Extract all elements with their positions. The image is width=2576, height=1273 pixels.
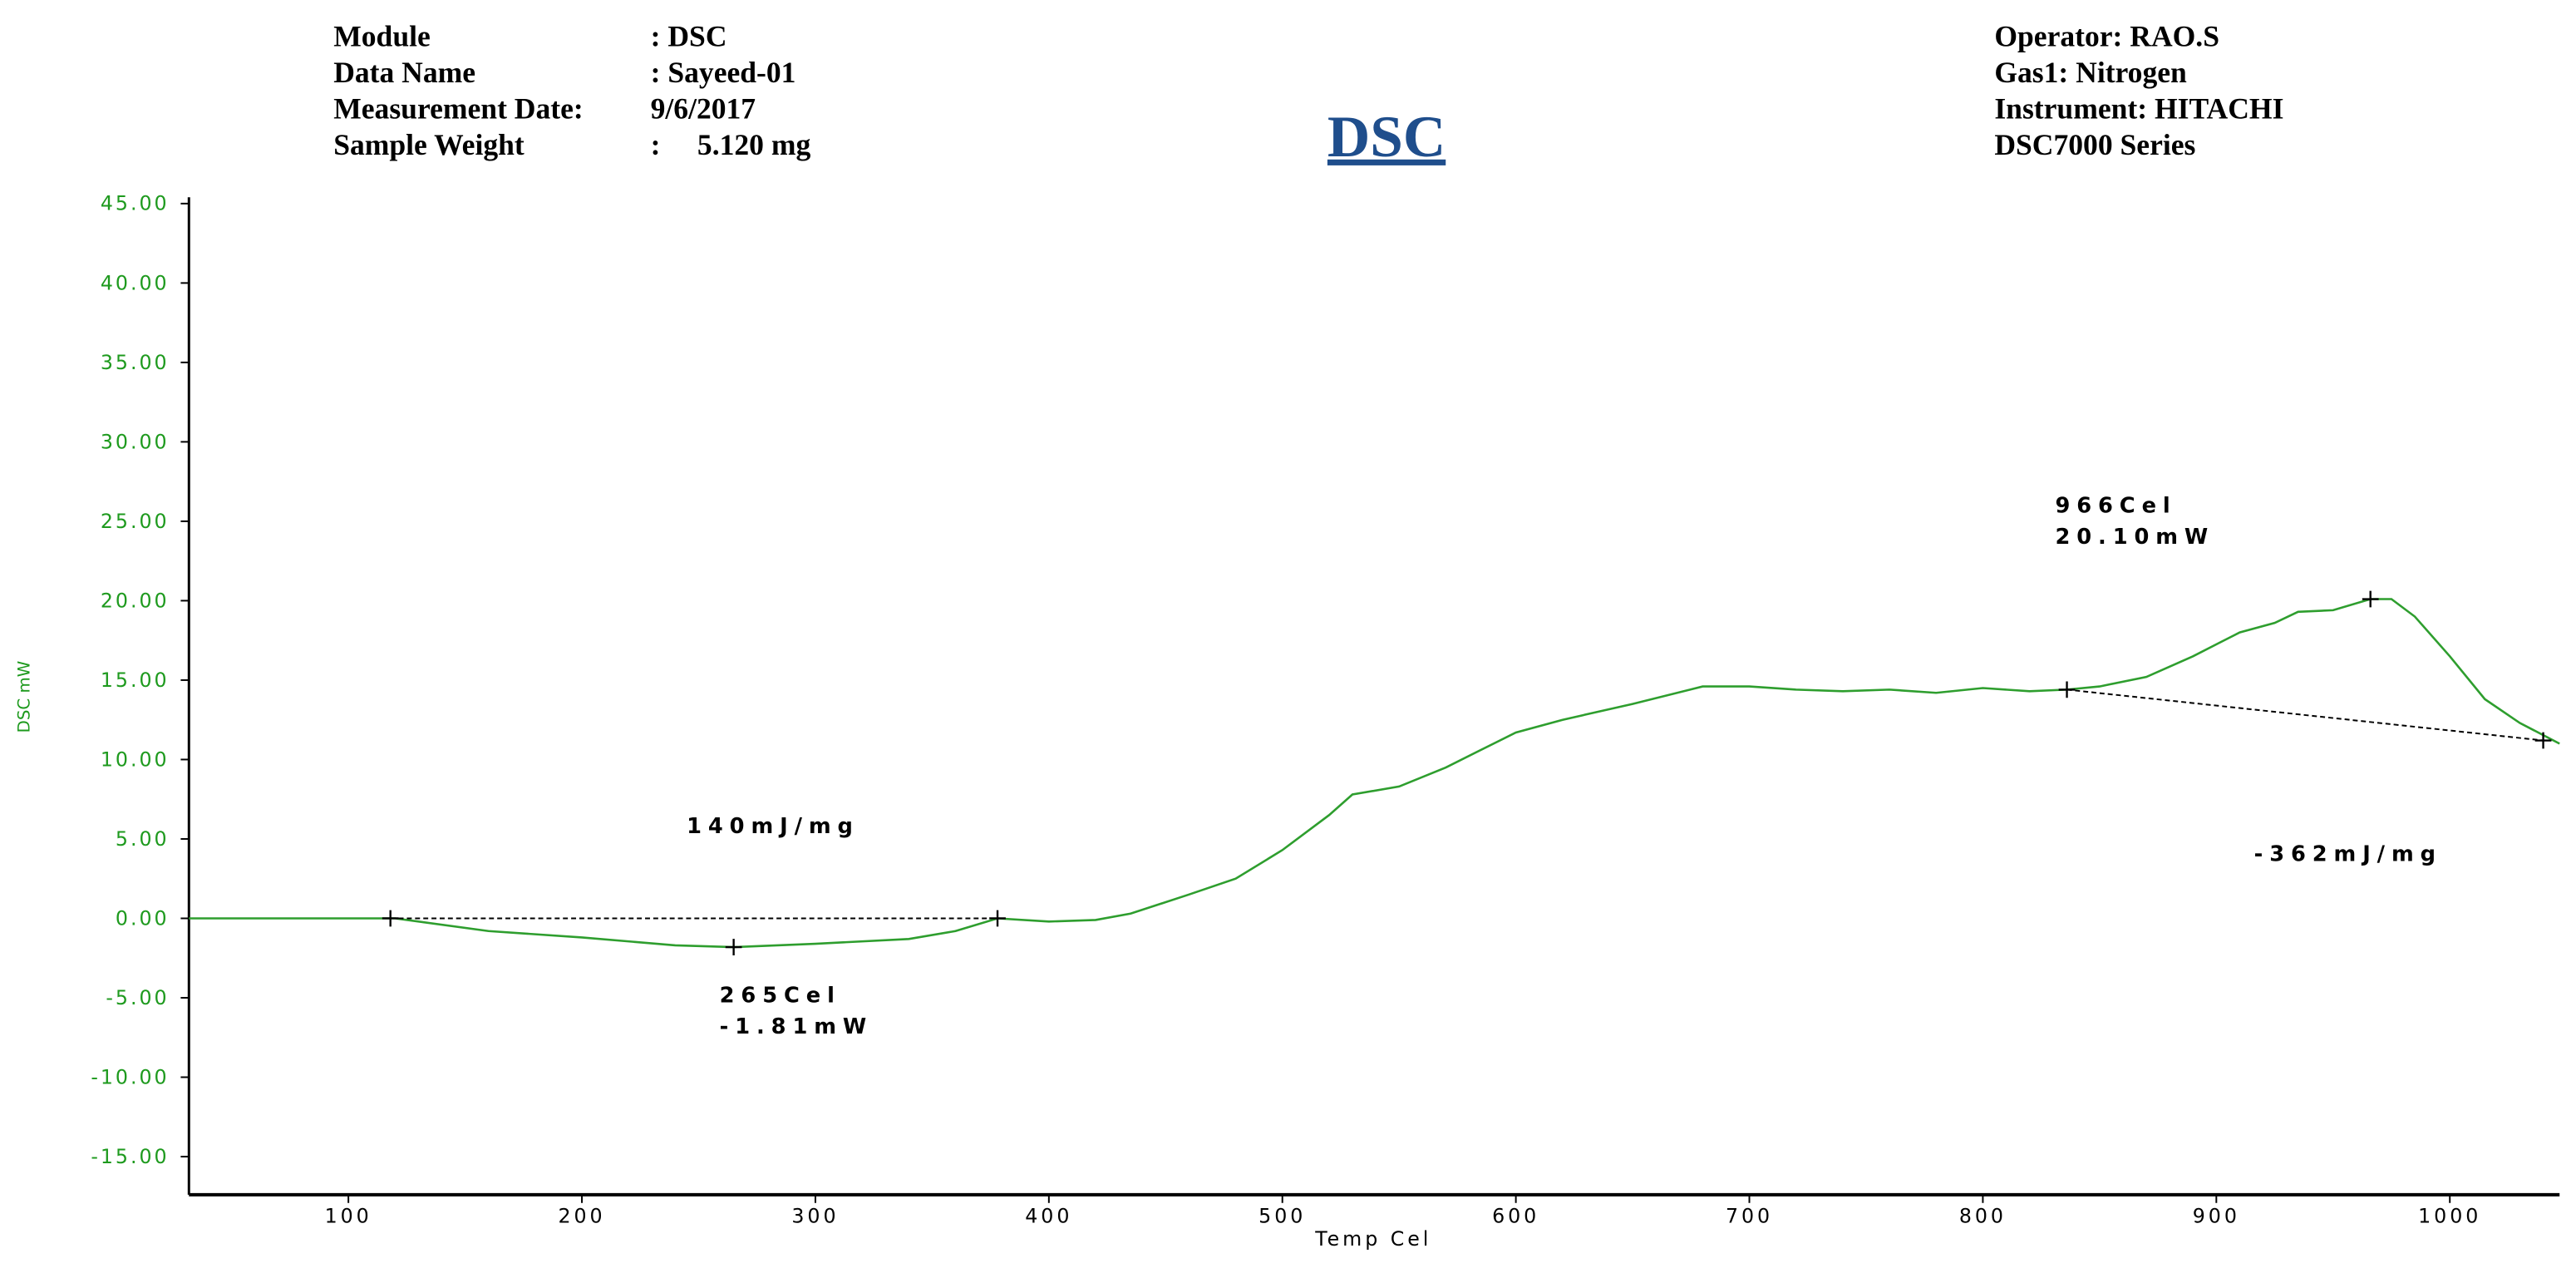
info-value: : DSC <box>651 19 727 52</box>
y-tick-label: 25.00 <box>101 510 170 533</box>
info-right: Instrument: HITACHI <box>1994 91 2283 125</box>
annotation: -362mJ/mg <box>2254 842 2442 867</box>
info-label: Data Name <box>333 56 475 89</box>
x-tick-label: 400 <box>1025 1204 1072 1227</box>
x-tick-label: 500 <box>1258 1204 1306 1227</box>
marker <box>725 939 742 955</box>
x-tick-label: 900 <box>2193 1204 2240 1227</box>
info-right: Gas1: Nitrogen <box>1994 56 2187 89</box>
x-tick-label: 700 <box>1726 1204 1773 1227</box>
info-value: : Sayeed-01 <box>651 56 796 89</box>
y-tick-label: 10.00 <box>101 748 170 771</box>
marker <box>2362 590 2379 608</box>
x-tick-label: 200 <box>558 1204 605 1227</box>
x-tick-label: 800 <box>1959 1204 2007 1227</box>
annotation: 966Cel <box>2055 494 2176 519</box>
y-tick-label: -15.00 <box>91 1145 169 1168</box>
dsc-curve <box>189 598 2560 949</box>
x-axis-label: Temp Cel <box>1314 1227 1431 1251</box>
info-label: Sample Weight <box>333 128 525 161</box>
chart-title: DSC <box>1327 105 1446 170</box>
y-tick-label: 30.00 <box>101 430 170 453</box>
x-tick-label: 300 <box>791 1204 839 1227</box>
info-value: 9/6/2017 <box>651 91 756 125</box>
y-axis-label: DSC mW <box>15 661 34 733</box>
y-tick-label: 35.00 <box>101 351 170 374</box>
info-right: DSC7000 Series <box>1994 128 2195 161</box>
info-value: : 5.120 mg <box>651 128 811 161</box>
x-tick-label: 1000 <box>2418 1204 2481 1227</box>
marker <box>2058 681 2076 698</box>
info-label: Measurement Date: <box>333 91 584 125</box>
marker <box>382 910 399 927</box>
info-label: Module <box>333 19 431 52</box>
y-tick-label: -10.00 <box>91 1065 169 1088</box>
marker <box>989 910 1006 927</box>
annotation: -1.81mW <box>720 1014 873 1039</box>
y-tick-label: -5.00 <box>106 986 169 1009</box>
y-tick-label: 20.00 <box>101 589 170 612</box>
y-tick-label: 45.00 <box>101 192 170 215</box>
baseline <box>2066 688 2544 742</box>
annotation: 140mJ/mg <box>687 814 859 839</box>
y-tick-label: 0.00 <box>116 906 170 930</box>
y-tick-label: 40.00 <box>101 271 170 294</box>
annotation: 20.10mW <box>2055 525 2214 550</box>
x-tick-label: 600 <box>1492 1204 1539 1227</box>
y-tick-label: 15.00 <box>101 669 170 692</box>
annotation: 265Cel <box>720 984 841 1009</box>
marker <box>2534 732 2552 749</box>
info-right: Operator: RAO.S <box>1994 19 2219 52</box>
x-tick-label: 100 <box>325 1204 372 1227</box>
y-tick-label: 5.00 <box>116 827 170 851</box>
